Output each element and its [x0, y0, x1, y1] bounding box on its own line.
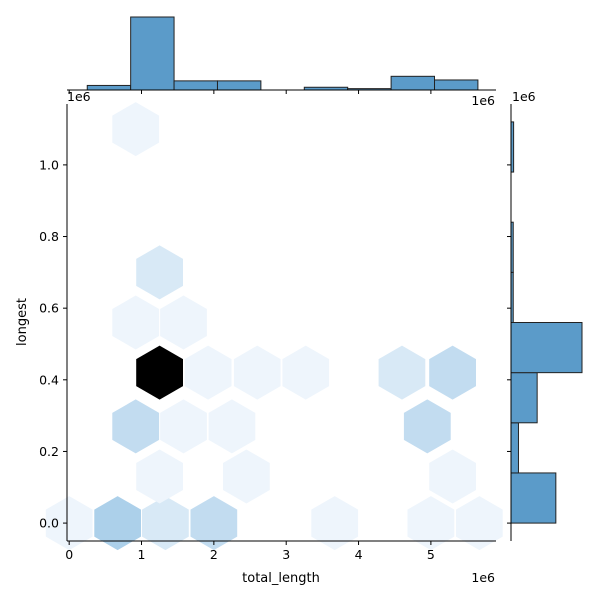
hexbin-0 [45, 496, 93, 551]
hexbin-23 [112, 102, 160, 157]
hexbin-14 [136, 345, 183, 400]
top-hist-bar-0 [86, 84, 132, 91]
x-tick-label-4: 4 [355, 547, 363, 562]
hexbin-2 [142, 496, 189, 551]
right-hist-bar-2 [510, 372, 538, 424]
x-tick-label-5: 5 [427, 547, 435, 562]
hexbin-11 [160, 399, 207, 454]
x-tick-label-1: 1 [138, 547, 146, 562]
hexbin-3 [190, 496, 238, 551]
y-tick-label-1: 0.2 [39, 444, 59, 459]
x-tick-label-3: 3 [282, 547, 290, 562]
y-tick-label-4: 0.8 [39, 229, 59, 244]
x-axis-label: total_length [242, 571, 320, 586]
hexbin-6 [456, 496, 503, 551]
hexbin-plot-area [45, 102, 503, 551]
hexbin-20 [112, 295, 160, 350]
hexbin-17 [282, 345, 330, 400]
top-hist-bar-2 [173, 80, 218, 91]
top-hist-bar-3 [216, 80, 262, 91]
hexbin-16 [233, 345, 281, 400]
hexbin-5 [407, 496, 455, 551]
hexbin-8 [223, 449, 270, 504]
main-axes: 0 1 2 3 4 5 0.0 0.2 0.4 0.6 0.8 1.0 [39, 104, 496, 562]
y-tick-label-5: 1.0 [39, 157, 59, 172]
hexbin-19 [429, 345, 476, 400]
hexbin-9 [429, 449, 476, 504]
hexbin-12 [208, 399, 256, 454]
y-axis-label: longest [15, 298, 30, 346]
hexbin-21 [160, 295, 207, 350]
y-tick-label-3: 0.6 [39, 301, 59, 316]
hexbin-10 [112, 399, 160, 454]
y-tick-label-2: 0.4 [39, 372, 59, 387]
right-hist-bar-0 [510, 472, 557, 524]
hexbin-18 [378, 345, 426, 400]
hexbin-7 [136, 449, 183, 504]
y-axis-offset-label: 1e6 [67, 89, 91, 104]
hexbin-13 [403, 399, 451, 454]
top-marginal-histogram [67, 16, 496, 94]
x-tick-label-2: 2 [210, 547, 218, 562]
right-hist-bar-3 [510, 322, 583, 374]
hexbin-4 [311, 496, 359, 551]
hexbin-1 [94, 496, 141, 551]
y-tick-label-0: 0.0 [39, 516, 59, 531]
top-hist-bar-8 [434, 79, 479, 91]
right-histogram-offset-label: 1e6 [512, 89, 536, 104]
hexbin-15 [184, 345, 232, 400]
right-hist-bar-1 [510, 422, 519, 474]
top-hist-bar-7 [390, 75, 436, 91]
hexbin-22 [136, 245, 183, 300]
top-hist-bar-1 [130, 16, 175, 91]
right-marginal-histogram [507, 104, 583, 541]
top-histogram-offset-label: 1e6 [471, 93, 495, 108]
x-axis-offset-label: 1e6 [471, 570, 495, 585]
x-tick-label-0: 0 [65, 547, 73, 562]
